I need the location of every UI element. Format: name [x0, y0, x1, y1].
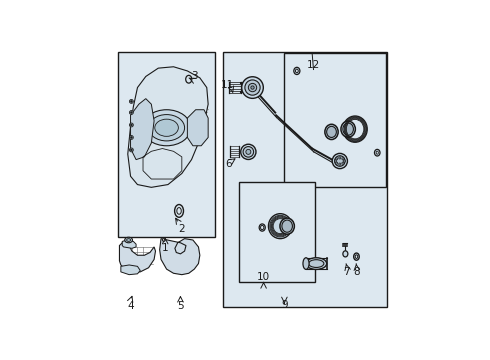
- Polygon shape: [128, 67, 208, 187]
- Ellipse shape: [129, 123, 133, 127]
- Polygon shape: [187, 110, 208, 146]
- Ellipse shape: [125, 237, 132, 243]
- Ellipse shape: [295, 69, 298, 73]
- Ellipse shape: [332, 153, 347, 168]
- Ellipse shape: [162, 239, 165, 242]
- Ellipse shape: [246, 149, 251, 154]
- Ellipse shape: [280, 218, 294, 234]
- Ellipse shape: [336, 162, 338, 164]
- Text: 12: 12: [307, 60, 320, 70]
- Ellipse shape: [303, 258, 309, 269]
- Ellipse shape: [342, 158, 344, 160]
- Ellipse shape: [248, 84, 257, 92]
- Text: 4: 4: [127, 301, 134, 311]
- Ellipse shape: [129, 135, 133, 139]
- Polygon shape: [122, 240, 136, 248]
- Ellipse shape: [129, 99, 133, 103]
- Ellipse shape: [309, 260, 324, 267]
- Text: 1: 1: [162, 243, 169, 253]
- Ellipse shape: [335, 156, 345, 166]
- Ellipse shape: [342, 162, 344, 164]
- Ellipse shape: [242, 77, 263, 98]
- Ellipse shape: [130, 100, 132, 102]
- Ellipse shape: [261, 225, 264, 230]
- Polygon shape: [284, 53, 386, 187]
- Ellipse shape: [142, 110, 191, 146]
- Ellipse shape: [251, 86, 254, 89]
- Ellipse shape: [269, 214, 292, 239]
- Ellipse shape: [129, 148, 133, 152]
- Text: 10: 10: [257, 273, 270, 283]
- Ellipse shape: [155, 119, 178, 136]
- Text: 7: 7: [343, 267, 350, 277]
- Ellipse shape: [259, 224, 265, 231]
- Polygon shape: [120, 242, 155, 272]
- Ellipse shape: [148, 114, 185, 141]
- Text: 6: 6: [225, 159, 232, 169]
- Text: 11: 11: [221, 80, 234, 90]
- Polygon shape: [118, 51, 215, 237]
- Ellipse shape: [339, 157, 341, 159]
- Polygon shape: [239, 182, 315, 282]
- Ellipse shape: [294, 67, 300, 75]
- Polygon shape: [160, 239, 200, 275]
- Ellipse shape: [241, 144, 256, 159]
- Ellipse shape: [327, 126, 336, 138]
- Text: 2: 2: [178, 224, 185, 234]
- Ellipse shape: [130, 124, 132, 126]
- Ellipse shape: [130, 149, 132, 151]
- Ellipse shape: [243, 147, 254, 157]
- Ellipse shape: [343, 123, 353, 135]
- Ellipse shape: [334, 160, 337, 162]
- Ellipse shape: [177, 208, 181, 214]
- Ellipse shape: [341, 121, 355, 137]
- Ellipse shape: [130, 136, 132, 138]
- Ellipse shape: [282, 220, 293, 232]
- Text: 5: 5: [177, 301, 184, 311]
- Ellipse shape: [174, 204, 183, 217]
- Ellipse shape: [354, 253, 359, 260]
- Text: 9: 9: [281, 300, 288, 310]
- Ellipse shape: [129, 111, 133, 114]
- Polygon shape: [130, 99, 154, 159]
- Ellipse shape: [374, 149, 380, 156]
- Ellipse shape: [306, 258, 327, 269]
- Ellipse shape: [126, 239, 130, 242]
- Ellipse shape: [336, 158, 338, 160]
- Ellipse shape: [245, 80, 260, 95]
- Text: 3: 3: [191, 72, 197, 81]
- Ellipse shape: [343, 251, 348, 257]
- Ellipse shape: [355, 255, 358, 258]
- Ellipse shape: [186, 75, 192, 83]
- Text: 8: 8: [353, 267, 360, 277]
- Ellipse shape: [130, 112, 132, 113]
- Ellipse shape: [376, 151, 378, 154]
- Polygon shape: [121, 265, 140, 275]
- Ellipse shape: [339, 163, 341, 165]
- Ellipse shape: [343, 160, 345, 162]
- Ellipse shape: [325, 124, 338, 140]
- Polygon shape: [223, 51, 387, 307]
